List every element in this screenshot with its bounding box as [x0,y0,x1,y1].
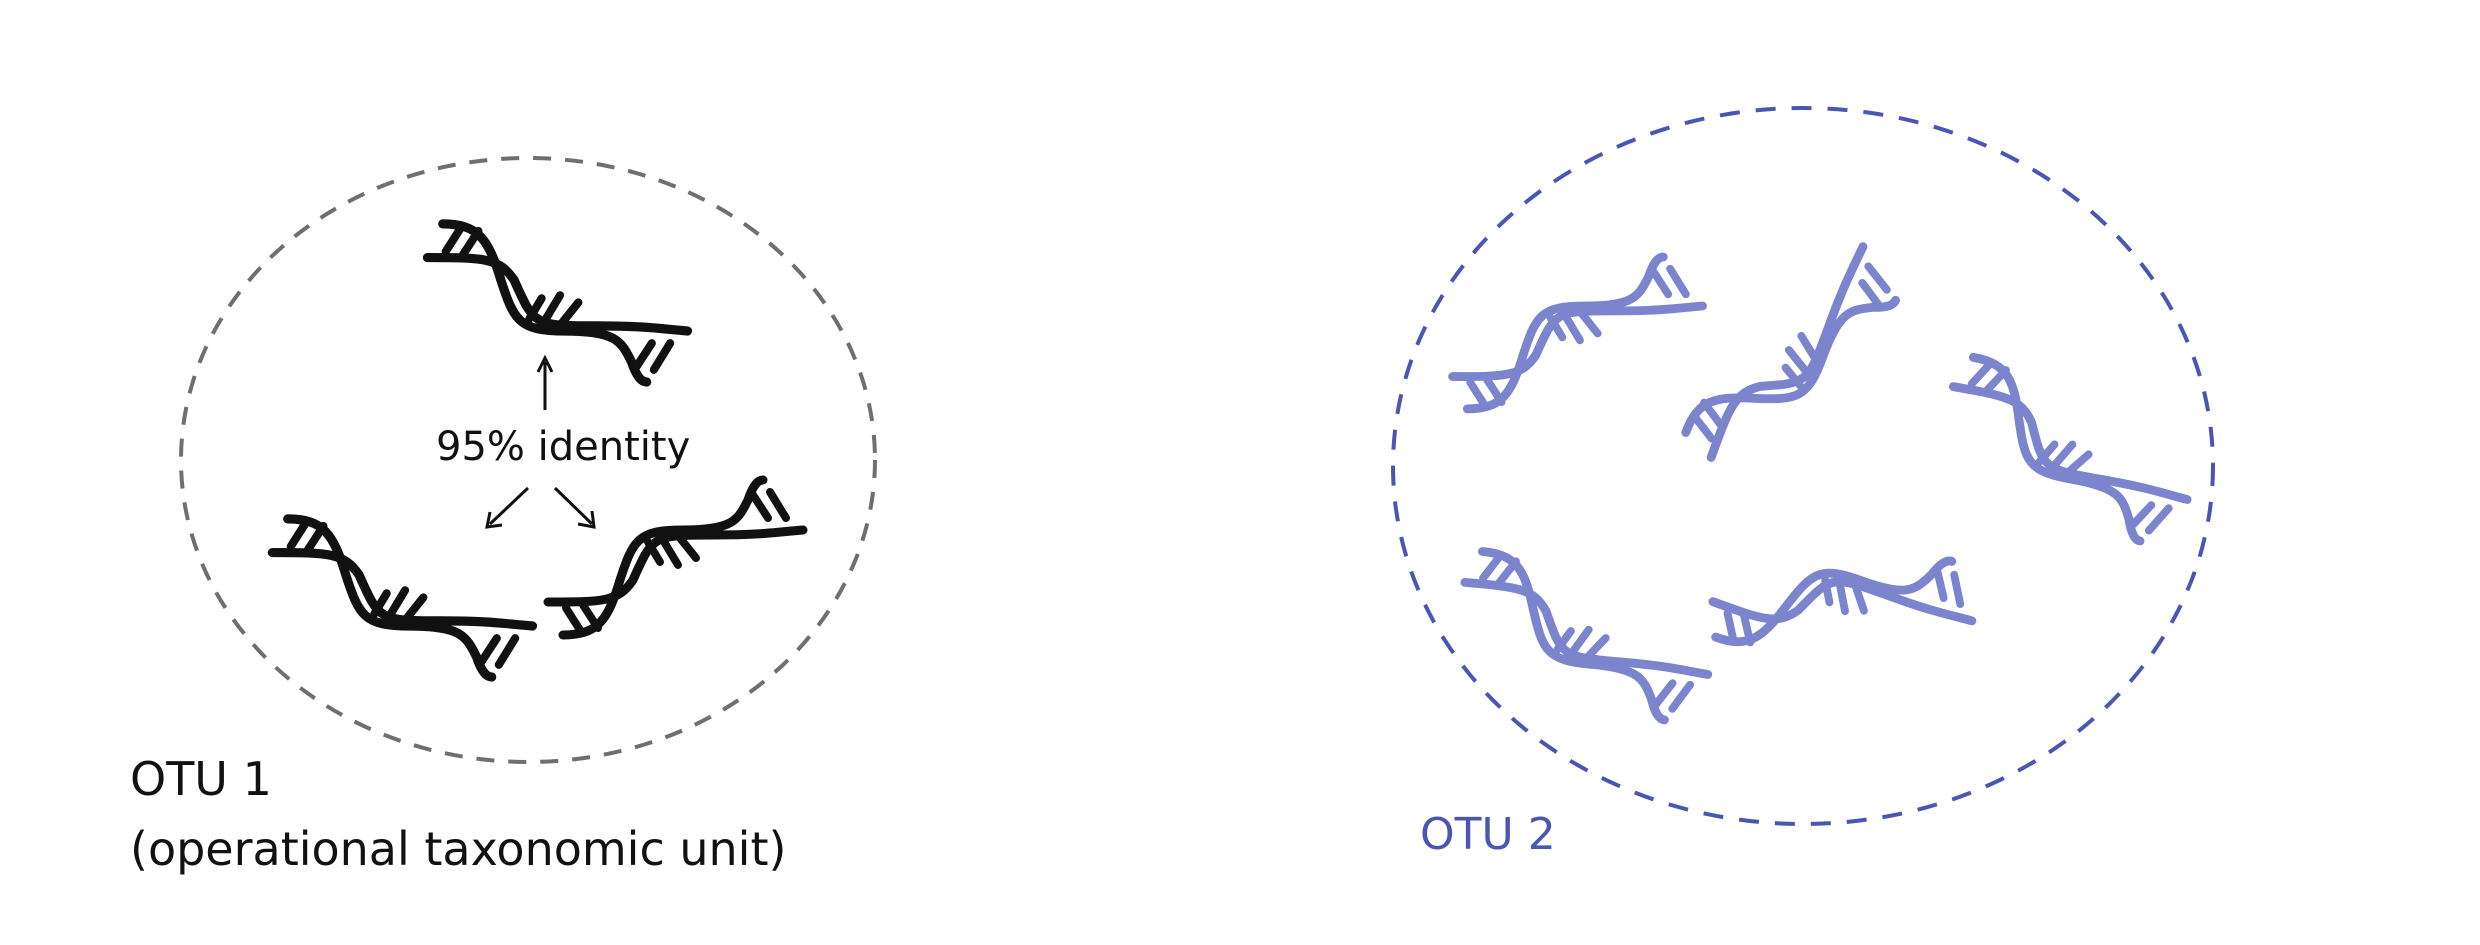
otu2-dna-5 [1455,550,1717,723]
otu1-dna-right [548,480,803,635]
otu2-dna-4 [1702,489,1989,717]
otu2-dna-1 [1453,257,1703,409]
otu2-boundary [1391,106,2215,826]
otu1-subtitle: (operational taxonomic unit) [130,822,787,876]
otu1-dna-top [427,224,687,382]
identity-label: 95% identity [436,424,691,470]
otu1-boundary [179,156,877,764]
otu2-dna-2 [1681,211,1909,498]
otu2-dna-3 [1933,355,2205,548]
otu1-group [179,156,877,764]
arrow-down-right [553,486,594,526]
otu1-title: OTU 1 [130,752,272,806]
otu2-title: OTU 2 [1420,809,1556,860]
otu1-dna-left [272,519,532,677]
identity-arrows [485,354,596,529]
arrow-down-left [488,486,530,526]
otu2-group [1391,106,2215,826]
